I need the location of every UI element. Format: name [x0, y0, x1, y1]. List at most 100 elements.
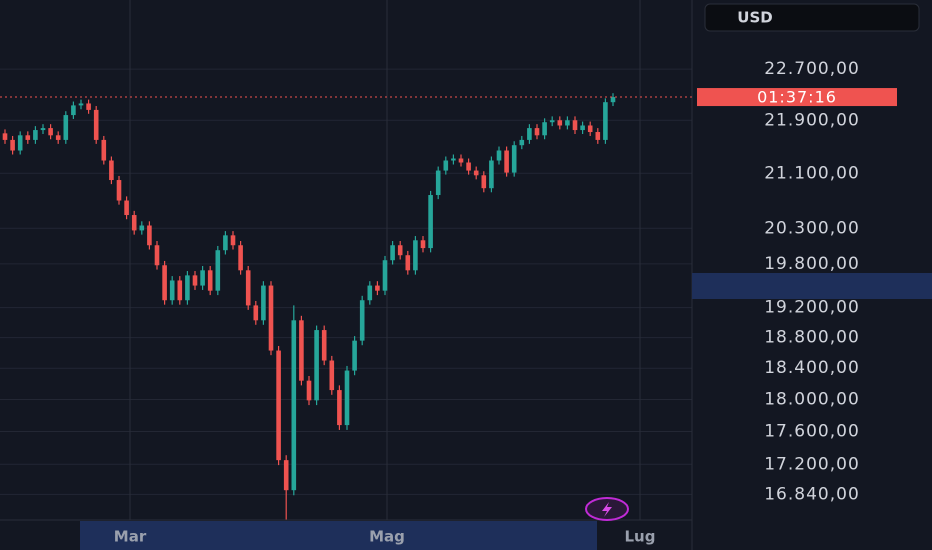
- candle-body: [63, 115, 69, 140]
- candle-body: [587, 125, 593, 133]
- candle-body: [359, 300, 365, 341]
- y-tick-label: 22.700,00: [764, 59, 860, 79]
- y-tick-label: 19.200,00: [764, 298, 860, 318]
- candle-body: [192, 275, 198, 286]
- candle-body: [162, 265, 167, 301]
- candle-body: [466, 162, 471, 171]
- x-axis-label: Mag: [369, 528, 405, 546]
- candle-body: [405, 255, 411, 271]
- candle-body: [542, 122, 547, 136]
- candle-body: [154, 245, 160, 266]
- candle-body: [10, 139, 15, 151]
- candle-body: [572, 120, 578, 131]
- y-tick-label: 18.800,00: [764, 328, 860, 348]
- candle-body: [481, 175, 487, 189]
- candle-body: [420, 240, 426, 249]
- y-tick-label: 20.300,00: [764, 218, 860, 238]
- candle-body: [306, 380, 312, 401]
- candle-body: [473, 170, 479, 176]
- candle-body: [451, 158, 456, 161]
- candle-body: [261, 285, 266, 321]
- flash-icon[interactable]: [585, 497, 629, 521]
- candle-body: [71, 105, 76, 116]
- y-tick-label: 17.200,00: [764, 454, 860, 474]
- candle-body: [443, 160, 449, 171]
- candle-body: [245, 270, 251, 306]
- candle-body: [200, 270, 205, 286]
- candle-body: [595, 132, 601, 140]
- candle-body: [519, 139, 525, 146]
- candle-body: [207, 270, 213, 291]
- candle-body: [185, 275, 190, 301]
- candle-body: [375, 285, 380, 291]
- x-axis-label: Mar: [114, 528, 147, 546]
- y-range-highlight: [692, 273, 932, 299]
- candle-body: [534, 128, 540, 136]
- candle-body: [610, 97, 616, 103]
- candle-body: [329, 360, 335, 391]
- candle-body: [511, 145, 517, 173]
- overlay: 01:37:16: [0, 88, 897, 107]
- currency-box[interactable]: [704, 3, 920, 32]
- candle-body: [215, 250, 221, 291]
- y-tick-label: 18.400,00: [764, 358, 860, 378]
- candle-body: [40, 128, 46, 131]
- candle-body: [33, 130, 38, 140]
- candle-body: [238, 245, 243, 271]
- countdown-box: [697, 88, 897, 107]
- candle-body: [223, 235, 228, 251]
- candle-body: [299, 320, 304, 381]
- candle-body: [314, 330, 319, 401]
- candle-body: [458, 158, 464, 163]
- candle-body: [268, 285, 274, 351]
- y-tick-label: 21.100,00: [764, 163, 860, 183]
- candle-body: [93, 109, 99, 140]
- y-tick-label: 21.900,00: [764, 110, 860, 130]
- candle-body: [321, 330, 327, 361]
- candle-body: [367, 285, 373, 301]
- x-axis-label: Lug: [625, 528, 656, 546]
- candle-body: [291, 320, 297, 491]
- candle-body: [413, 240, 418, 271]
- candle-body: [382, 260, 388, 291]
- candle-body: [489, 160, 494, 189]
- candle-body: [337, 390, 342, 426]
- candle-body: [109, 160, 114, 181]
- candle-body: [17, 135, 23, 151]
- candles: [2, 93, 616, 520]
- candle-body: [435, 170, 441, 196]
- candle-body: [230, 235, 236, 246]
- y-tick-label: 16.840,00: [764, 484, 860, 504]
- candle-body: [78, 103, 84, 106]
- countdown-label: 01:37:16: [757, 88, 837, 107]
- candle-body: [139, 225, 145, 231]
- candle-body: [580, 125, 585, 131]
- candle-body: [2, 133, 8, 140]
- candle-body: [55, 135, 61, 140]
- candle-body: [390, 245, 395, 261]
- candle-body: [557, 120, 563, 126]
- candle-body: [147, 225, 152, 246]
- candle-body: [527, 128, 532, 140]
- candle-body: [276, 350, 281, 461]
- y-tick-label: 17.600,00: [764, 422, 860, 442]
- candle-body: [496, 150, 502, 161]
- candle-body: [504, 150, 509, 173]
- candle-body: [428, 195, 433, 249]
- candle-body: [177, 280, 183, 301]
- currency-label: USD: [737, 9, 772, 27]
- candle-body: [169, 280, 175, 301]
- candle-body: [86, 103, 91, 110]
- candle-body: [397, 245, 403, 256]
- candle-body: [603, 102, 608, 140]
- candle-body: [25, 135, 31, 140]
- candle-body: [101, 139, 107, 161]
- candle-body: [344, 370, 350, 426]
- grid: [0, 68, 692, 495]
- candle-body: [124, 200, 129, 216]
- candle-body: [549, 120, 555, 123]
- candle-body: [565, 120, 570, 126]
- y-tick-label: 19.800,00: [764, 254, 860, 274]
- candle-body: [48, 128, 53, 136]
